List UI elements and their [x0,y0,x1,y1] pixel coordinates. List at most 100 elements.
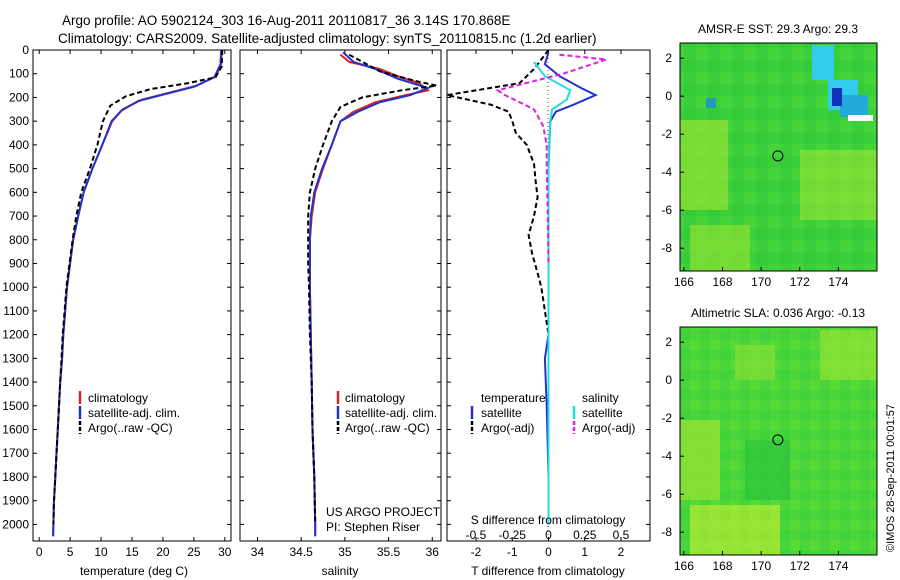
x-tick-label: -2 [471,545,482,559]
difference-depth-ticks [447,49,650,525]
x-tick-label: 25 [187,545,201,559]
x-tick-label: 30 [218,545,232,559]
x-tick-label: 35.5 [377,545,401,559]
sst-float-position-marker [772,150,784,162]
depth-tick-label: 2000 [2,517,29,531]
depth-tick-label: 1000 [2,280,29,294]
sla-map-panel: Altimetric SLA: 0.036 Argo: -0.13 166 168… [661,306,878,573]
credit-text: ©IMOS 28-Sep-2011 00:01:57 [885,404,897,552]
depth-tick-label: 500 [9,162,29,176]
sla-high-patch [690,505,780,555]
sst-warm-patch [690,225,750,271]
sst-map-panel: AMSR-E SST: 29.3 Argo: 29.3 166 168 170 172… [661,22,878,289]
legend-label-sal-argo: Argo(-adj) [582,421,635,435]
depth-axis-ticks: 0 100 200 300 400 500 600 700 800 900 1000 1100 1200… [2,43,231,531]
sst-missing-patch [848,115,873,121]
x-tick-label: 0 [36,545,43,559]
sst-map-title: AMSR-E SST: 29.3 Argo: 29.3 [698,22,858,36]
top-tick-label: 0 [545,528,552,542]
salinity-series [307,51,437,537]
sst-cool-patch [812,45,834,80]
pi-annotation: PI: Stephen Riser [326,520,420,534]
series-line-argo-raw-qc- [307,53,437,525]
x-tick-label: 0 [545,545,552,559]
sla-low-patch [745,440,790,500]
sla-map-title: Altimetric SLA: 0.036 Argo: -0.13 [691,306,865,320]
map-lon-label: 170 [751,559,771,573]
map-lat-label: 0 [665,89,672,103]
map-lat-label: -4 [661,165,672,179]
x-tick-label: 15 [125,545,139,559]
title-line-2: Climatology: CARS2009. Satellite-adjuste… [58,31,597,46]
depth-tick-label: 1100 [3,304,29,318]
sst-map-ticks: 166 168 170 172 174 2 0 -2 -4 -6 -8 [661,51,848,289]
depth-tick-label: 800 [9,233,29,247]
series-line-argo-adj- [495,53,607,264]
x-tick-label: 2 [618,545,625,559]
x-tick-label: -1 [507,545,518,559]
salinity-xlabel: salinity [322,564,359,578]
legend-label-climatology: climatology [345,391,405,405]
sla-map-field [680,327,877,555]
sst-cool-patch [840,95,868,117]
x-tick-label: 36 [426,545,440,559]
map-lat-label: -6 [661,487,672,501]
salinity-panel: 34 34.5 35 35.5 36 salinity climatology sate… [239,49,442,578]
difference-legend: temperature salinity satellite Argo(-adj… [470,391,635,435]
depth-tick-label: 1800 [2,470,29,484]
difference-xlabel: T difference from climatology [471,564,625,578]
x-tick-label: 20 [156,545,170,559]
temperature-axis-ticks: 0 5 10 15 20 25 30 [36,50,232,559]
difference-axis-ticks: -2 -1 0 1 2 [471,50,625,559]
depth-tick-label: 200 [9,90,29,104]
map-lat-label: -8 [661,525,672,539]
depth-tick-label: 1500 [2,399,29,413]
depth-tick-label: 100 [9,67,29,81]
legend-label-argo: Argo(..raw -QC) [88,421,173,435]
title-line-1: Argo profile: AO 5902124_303 16-Aug-2011… [62,13,510,28]
map-lon-label: 166 [674,559,694,573]
salinity-depth-ticks [240,49,441,525]
sst-warm-patch [800,150,877,220]
map-lon-label: 172 [790,559,810,573]
x-tick-label: 5 [67,545,74,559]
map-lon-label: 168 [712,559,732,573]
map-lat-label: 0 [665,373,672,387]
legend-label-sal-satellite: satellite [582,406,623,420]
legend-label-temp-argo: Argo(-adj) [481,421,534,435]
map-lat-label: 2 [665,335,672,349]
depth-tick-label: 1400 [2,375,29,389]
x-tick-label: 34 [251,545,265,559]
legend-label-argo: Argo(..raw -QC) [345,421,430,435]
sst-cool-patch [706,98,716,108]
legend-label-temp-satellite: satellite [481,406,522,420]
salinity-plot-frame [239,49,442,542]
top-tick-label: -0.25 [499,528,527,542]
map-lon-label: 172 [790,275,810,289]
legend-title-salinity: salinity [582,391,619,405]
map-lat-label: 2 [665,51,672,65]
difference-panel: -2 -1 0 1 2 T difference from climatology S … [446,49,651,578]
sla-high-patch [820,330,877,380]
sla-float-position-marker [772,434,784,446]
sst-map-frame [679,42,878,272]
sst-cold-patch [832,88,842,106]
top-tick-label: -0.5 [466,528,487,542]
sst-map-field [680,43,877,271]
map-lon-label: 166 [674,275,694,289]
map-lon-label: 170 [751,275,771,289]
depth-tick-label: 600 [9,185,29,199]
x-tick-label: 1 [581,545,588,559]
depth-tick-label: 1900 [2,494,29,508]
depth-tick-label: 1600 [2,423,29,437]
map-lat-label: -2 [661,411,672,425]
map-lat-label: -8 [661,241,672,255]
temperature-legend: climatology satellite-adj. clim. Argo(..… [78,391,180,435]
temperature-series [52,50,224,537]
project-annotation: US ARGO PROJECT [326,505,441,519]
map-lon-label: 168 [712,275,732,289]
sla-high-patch [680,420,720,500]
sla-map-ticks: 166 168 170 172 174 2 0 -2 -4 -6 -8 [661,335,848,573]
series-line-satellite [533,61,572,525]
